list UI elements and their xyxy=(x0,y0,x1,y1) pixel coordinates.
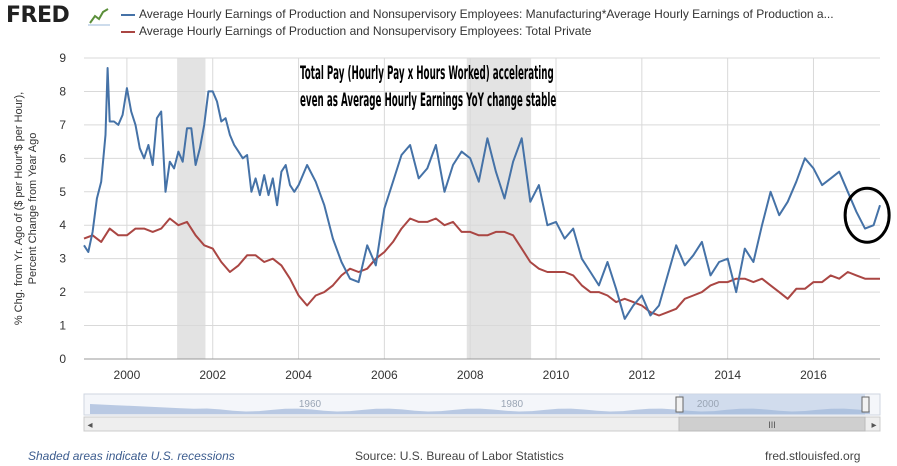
x-tick-label: 2000 xyxy=(114,368,141,382)
x-tick-label: 2004 xyxy=(285,368,312,382)
fred-logo[interactable]: FRED xyxy=(6,3,70,28)
recession-band-1 xyxy=(466,58,532,359)
y-axis-label: % Chg. from Yr. Ago of ($ per Hour*$ per… xyxy=(13,92,39,325)
navigator-label: 2000 xyxy=(697,399,720,410)
chart-annotation: Total Pay (Hourly Pay x Hours Worked) ac… xyxy=(300,62,556,111)
recession-band-0 xyxy=(177,58,206,359)
x-tick-label: 2014 xyxy=(714,368,741,382)
scroll-left-arrow[interactable]: ◂ xyxy=(87,420,92,431)
x-tick-label: 2016 xyxy=(800,368,827,382)
legend-swatch-blue xyxy=(121,14,135,16)
series-line-total-private xyxy=(83,217,880,317)
chart-legend: Average Hourly Earnings of Production an… xyxy=(121,7,893,41)
navigator-handle-left[interactable] xyxy=(675,396,684,413)
navigator-label: 1980 xyxy=(501,399,524,410)
y-tick-label: 3 xyxy=(59,252,66,266)
annotation-line: even as Average Hourly Earnings YoY chan… xyxy=(300,89,556,111)
y-axis-label-line: Percent Change from Year Ago xyxy=(27,133,39,285)
navigator-selection xyxy=(679,394,865,415)
recession-note: Shaded areas indicate U.S. recessions xyxy=(28,449,235,463)
y-tick-label: 9 xyxy=(59,51,66,65)
fred-chart-icon xyxy=(88,6,110,26)
source-note: Source: U.S. Bureau of Labor Statistics xyxy=(355,449,564,463)
y-tick-label: 0 xyxy=(59,352,66,366)
navigator-handle-right[interactable] xyxy=(861,396,870,413)
y-tick-label: 5 xyxy=(59,185,66,199)
chart-header: FRED Average Hourly Earnings of Producti… xyxy=(0,0,897,48)
x-tick-label: 2010 xyxy=(543,368,570,382)
y-tick-label: 8 xyxy=(59,84,66,98)
x-tick-label: 2002 xyxy=(199,368,226,382)
navigator-label: 1960 xyxy=(299,399,322,410)
y-tick-label: 7 xyxy=(59,118,66,132)
legend-entry-manufacturing[interactable]: Average Hourly Earnings of Production an… xyxy=(121,7,893,24)
y-axis-label-line: % Chg. from Yr. Ago of ($ per Hour*$ per… xyxy=(13,92,25,325)
scroll-right-arrow[interactable]: ▸ xyxy=(871,420,876,431)
x-tick-label: 2012 xyxy=(628,368,655,382)
chart-plot: 0 1 2 3 4 5 6 7 8 9 2000 2002 2004 2006 2008 2010 2012 20… xyxy=(13,51,891,432)
scrollbar-grip: III xyxy=(768,420,776,430)
y-tick-label: 4 xyxy=(59,218,66,232)
site-link[interactable]: fred.stlouisfed.org xyxy=(765,449,861,463)
annotation-line: Total Pay (Hourly Pay x Hours Worked) ac… xyxy=(300,62,554,84)
legend-label-manufacturing: Average Hourly Earnings of Production an… xyxy=(139,7,834,21)
x-tick-label: 2006 xyxy=(371,368,398,382)
series-line-manufacturing xyxy=(83,67,881,320)
legend-entry-total-private[interactable]: Average Hourly Earnings of Production an… xyxy=(121,24,893,41)
scrollbar-thumb[interactable] xyxy=(678,416,866,432)
y-tick-label: 6 xyxy=(59,151,66,165)
legend-swatch-red xyxy=(121,31,135,33)
highlight-circle xyxy=(843,186,891,244)
x-tick-label: 2008 xyxy=(457,368,484,382)
y-tick-label: 2 xyxy=(59,285,66,299)
navigator-series xyxy=(90,404,870,414)
y-tick-label: 1 xyxy=(59,319,66,333)
legend-label-total-private: Average Hourly Earnings of Production an… xyxy=(139,24,592,38)
